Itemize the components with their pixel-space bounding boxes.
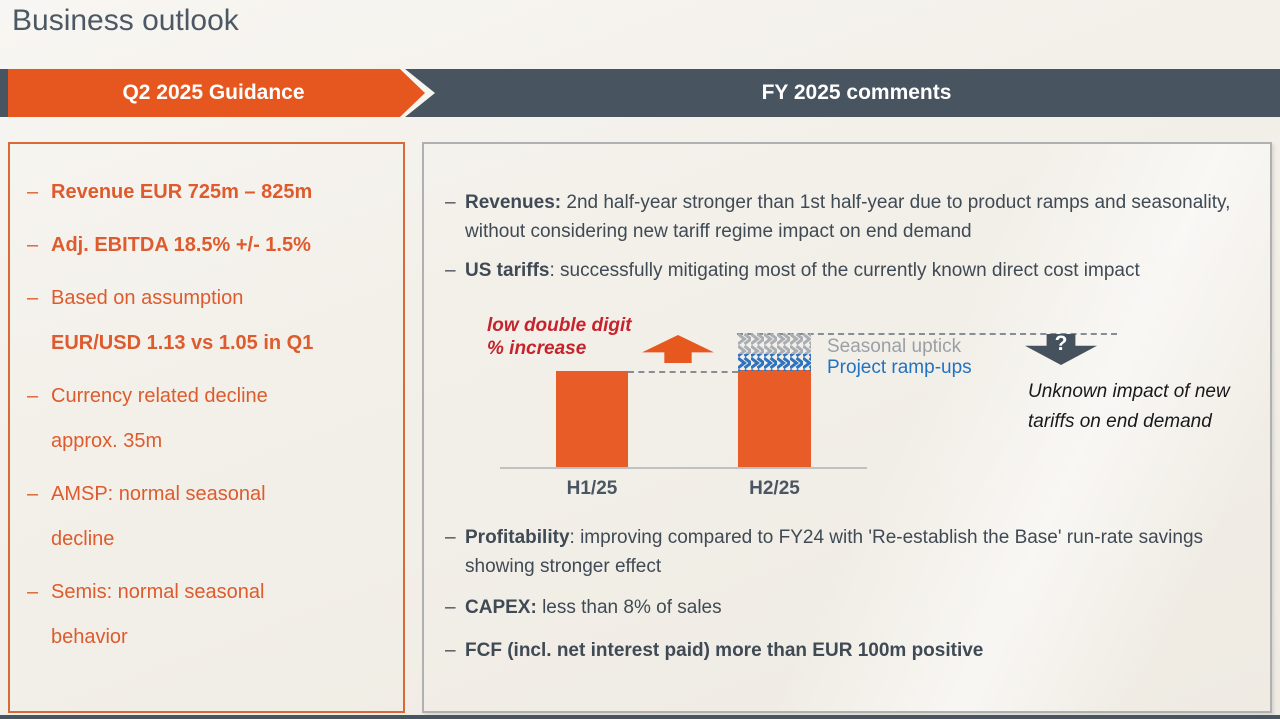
guidance-line: Currency related decline (51, 385, 268, 407)
footer-strip (0, 715, 1280, 719)
bullet-dash: – (445, 260, 456, 281)
comment-label: CAPEX: (465, 597, 537, 618)
chevron-arrow: Q2 2025 Guidance (8, 69, 425, 117)
guidance-line: Adj. EBITDA 18.5% +/- 1.5% (51, 234, 311, 256)
comment-text: US tariffs: successfully mitigating most… (465, 256, 1140, 285)
guidance-item: – Semis: normal seasonal behavior (27, 570, 391, 660)
bullet-dash: – (27, 483, 39, 505)
guidance-line: Semis: normal seasonal (51, 581, 265, 603)
bullet-dash: – (27, 581, 39, 603)
comments-panel: – Revenues: 2nd half-year stronger than … (422, 142, 1272, 713)
bullet-dash: – (445, 640, 456, 661)
comment-body: less than 8% of sales (536, 597, 722, 618)
project-rampups-label: Project ramp-ups (827, 357, 972, 378)
chart-baseline (500, 467, 867, 469)
comment-body: : improving compared to FY24 with 'Re-es… (465, 527, 1204, 577)
bullet-dash: – (27, 385, 39, 407)
bullet-dash: – (27, 234, 39, 256)
guidance-text: Semis: normal seasonal behavior (51, 570, 264, 660)
bullet-dash: – (27, 181, 39, 203)
comment-label: Revenues: (465, 192, 562, 213)
seasonal-uptick-label: Seasonal uptick (827, 336, 962, 357)
comment-label: US tariffs (465, 260, 550, 281)
dashed-line-uptick-level (737, 333, 1117, 335)
comment-text: FCF (incl. net interest paid) more than … (465, 636, 983, 665)
down-arrow-icon: ? (1025, 334, 1097, 365)
guidance-text: Based on assumption EUR/USD 1.13 vs 1.05… (51, 276, 313, 366)
guidance-line: decline (51, 528, 115, 550)
increase-annotation: low double digit % increase (487, 314, 632, 360)
guidance-item: – Adj. EBITDA 18.5% +/- 1.5% (27, 223, 391, 268)
bullet-dash: – (27, 287, 39, 309)
guidance-line: EUR/USD 1.13 vs 1.05 in Q1 (51, 332, 314, 354)
increase-line2: % increase (487, 338, 587, 359)
comment-text: Profitability: improving compared to FY2… (465, 523, 1235, 581)
bar-h2-25 (738, 370, 811, 467)
fy-2025-comments-header: FY 2025 comments (761, 81, 952, 104)
uptick-hatch-pattern (738, 333, 811, 371)
q2-2025-guidance-header: Q2 2025 Guidance (122, 81, 305, 104)
comment-fcf: – FCF (incl. net interest paid) more tha… (445, 636, 1235, 665)
comment-text: Revenues: 2nd half-year stronger than 1s… (465, 188, 1235, 246)
comment-profitability: – Profitability: improving compared to F… (445, 523, 1235, 581)
bullet-dash: – (445, 527, 456, 548)
guidance-line: Based on assumption (51, 287, 244, 309)
increase-line1: low double digit (487, 315, 632, 336)
unknown-line1: Unknown impact of new (1028, 381, 1230, 402)
x-label-h1-25: H1/25 (566, 478, 618, 499)
comment-us-tariffs: – US tariffs: successfully mitigating mo… (445, 256, 1235, 285)
comment-text: CAPEX: less than 8% of sales (465, 593, 722, 622)
dashed-line-current-level (628, 371, 738, 373)
guidance-text: Revenue EUR 725m – 825m (51, 170, 312, 215)
guidance-line: behavior (51, 626, 128, 648)
up-arrow-icon (642, 335, 714, 363)
comment-body: : successfully mitigating most of the cu… (549, 260, 1140, 281)
x-label-h2-25: H2/25 (749, 478, 800, 499)
unknown-impact-annotation: Unknown impact of new tariffs on end dem… (1028, 377, 1230, 437)
guidance-text: AMSP: normal seasonal decline (51, 472, 266, 562)
bar-h1-25 (556, 371, 628, 467)
guidance-text: Adj. EBITDA 18.5% +/- 1.5% (51, 223, 311, 268)
guidance-text: Currency related decline approx. 35m (51, 374, 268, 464)
bullet-dash: – (445, 192, 456, 213)
guidance-item: – Revenue EUR 725m – 825m (27, 170, 391, 215)
guidance-line: approx. 35m (51, 430, 163, 452)
comment-label: FCF (incl. net interest paid) more than … (465, 640, 984, 661)
comment-label: Profitability (465, 527, 570, 548)
unknown-line2: tariffs on end demand (1028, 411, 1212, 432)
comment-capex: – CAPEX: less than 8% of sales (445, 593, 1235, 622)
page-title: Business outlook (12, 4, 239, 37)
question-mark: ? (1054, 332, 1068, 355)
comment-body: 2nd half-year stronger than 1st half-yea… (465, 192, 1231, 242)
comment-revenues: – Revenues: 2nd half-year stronger than … (445, 188, 1235, 246)
bullet-dash: – (445, 597, 456, 618)
guidance-line: Revenue EUR 725m – 825m (51, 181, 313, 203)
guidance-item: – Currency related decline approx. 35m (27, 374, 391, 464)
guidance-line: AMSP: normal seasonal (51, 483, 266, 505)
guidance-item: – AMSP: normal seasonal decline (27, 472, 391, 562)
guidance-item: – Based on assumption EUR/USD 1.13 vs 1.… (27, 276, 391, 366)
guidance-panel: – Revenue EUR 725m – 825m – Adj. EBITDA … (8, 142, 405, 713)
header-band: FY 2025 comments Q2 2025 Guidance (0, 69, 1280, 117)
